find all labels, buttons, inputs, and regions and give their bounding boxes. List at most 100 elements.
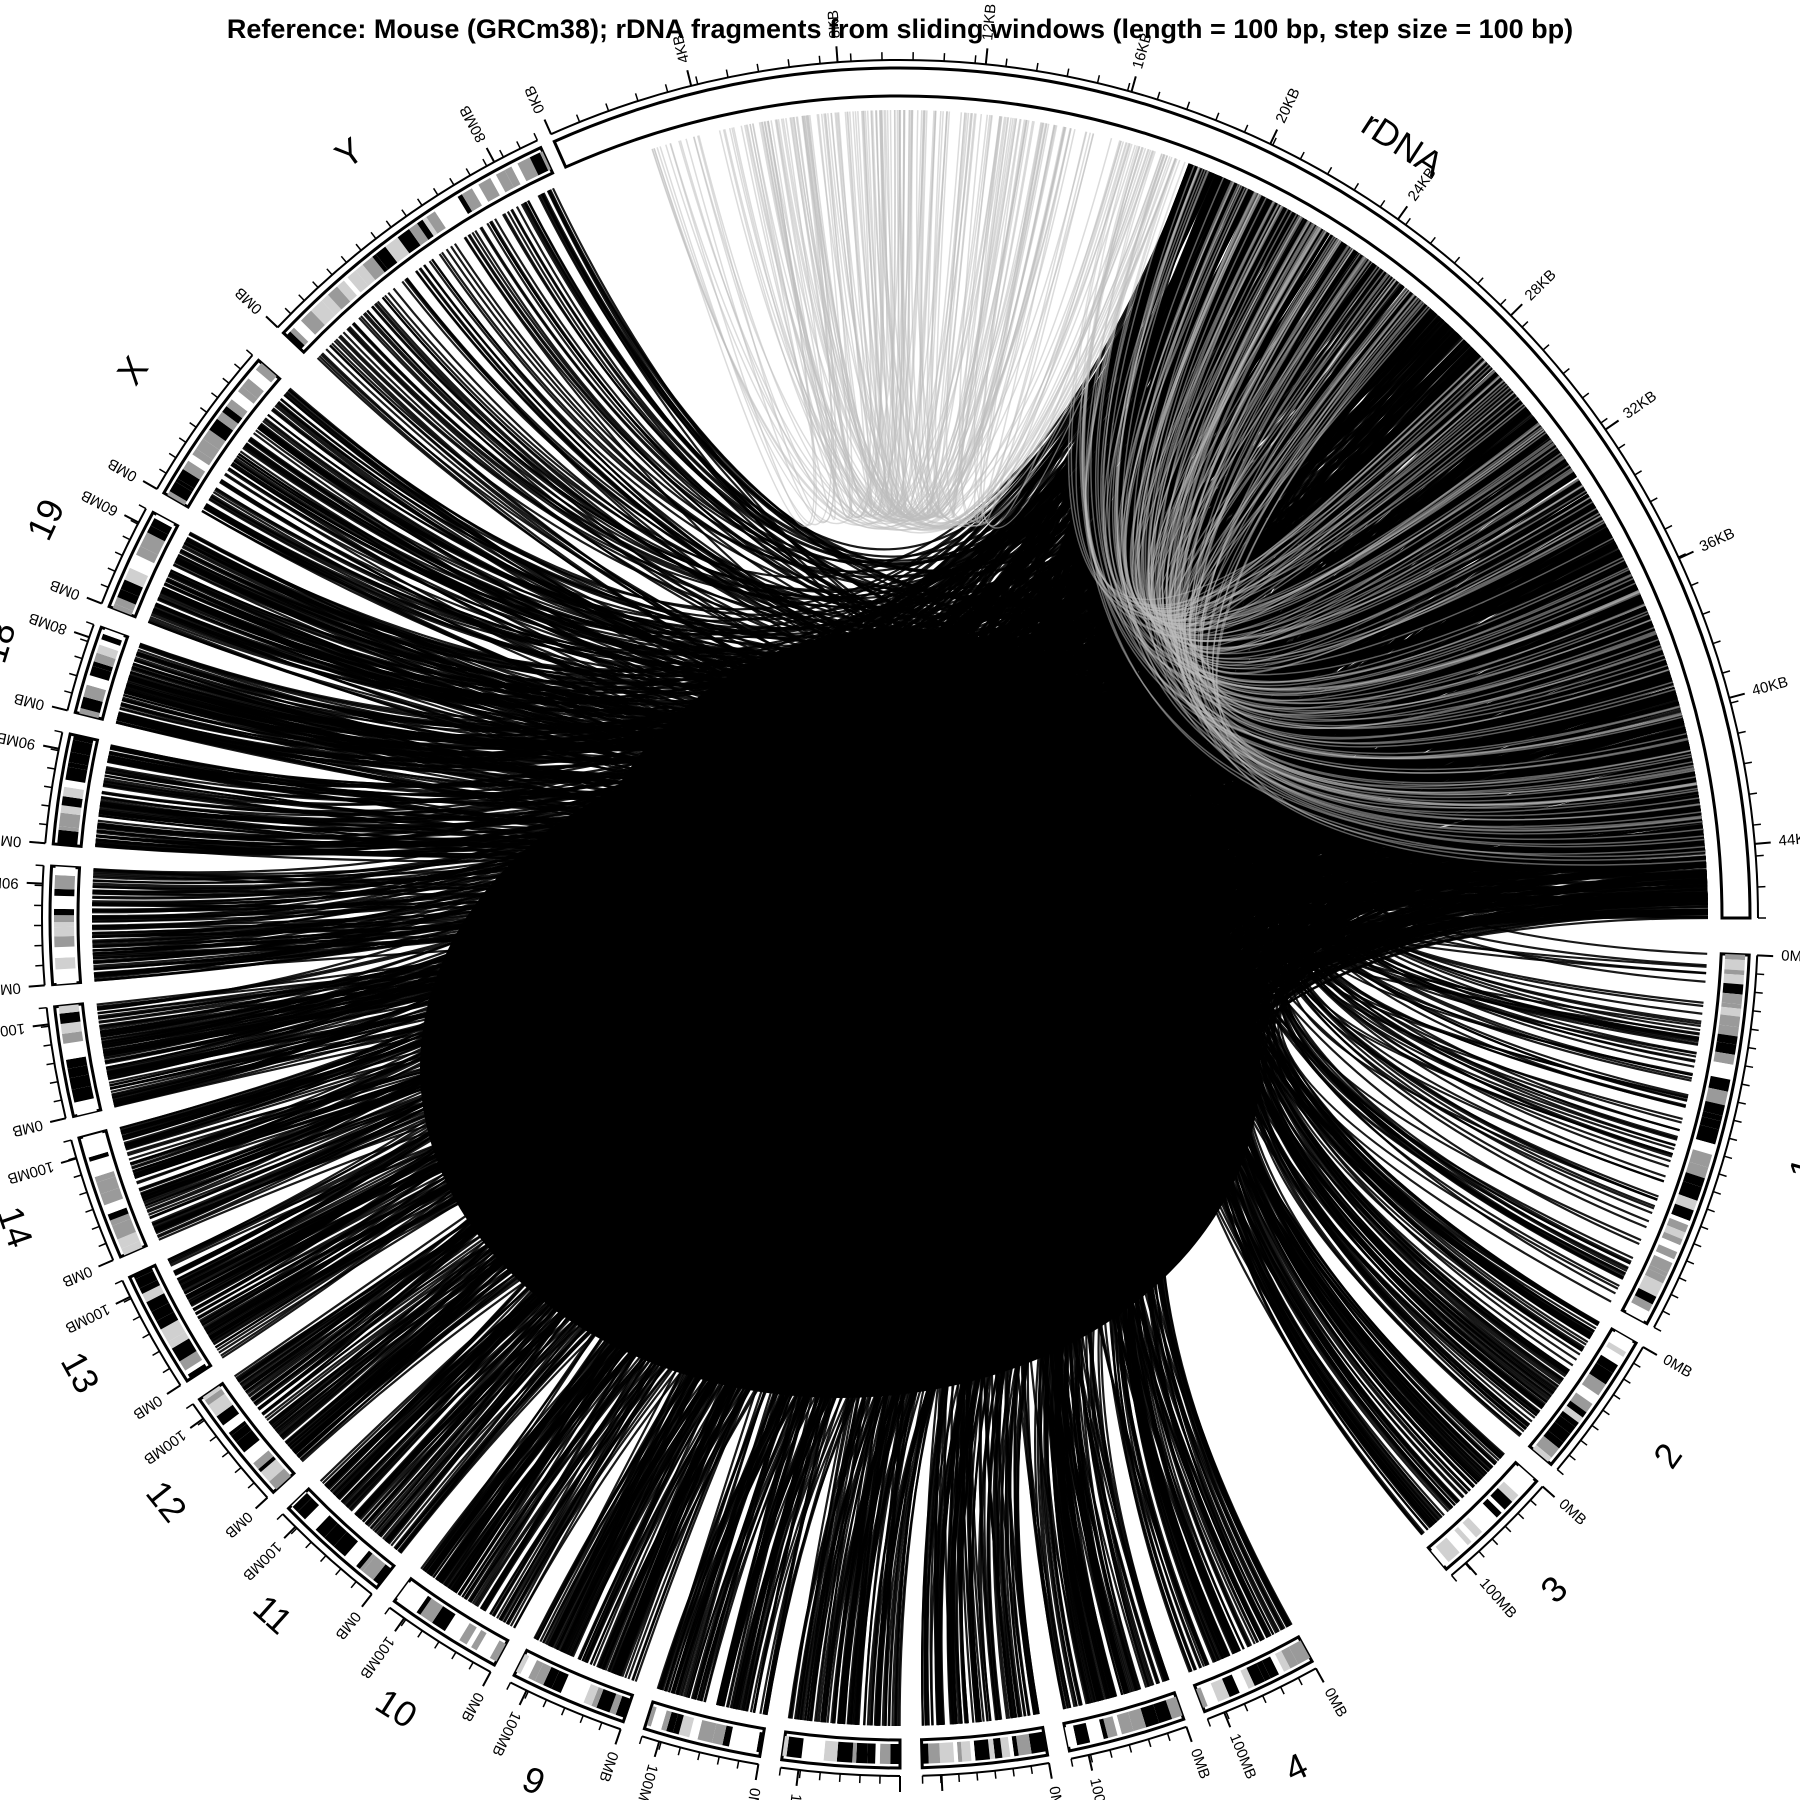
tick-label: 0MB — [0, 979, 21, 998]
cytoband — [1200, 1683, 1219, 1707]
tick-mark — [482, 158, 488, 167]
cytoband — [408, 1590, 428, 1613]
tick-mark — [1491, 1538, 1499, 1546]
link-rdna-internal — [1105, 170, 1518, 612]
tick-mark — [142, 1333, 150, 1339]
tick-mark — [312, 281, 319, 289]
tick-mark — [1737, 1101, 1746, 1105]
link-rdna-internal — [1166, 220, 1675, 745]
tick-mark — [716, 1756, 720, 1765]
tick-mark — [1700, 1225, 1709, 1231]
cytoband — [476, 1633, 500, 1658]
tick-label: 100MB — [631, 1762, 661, 1800]
link-rdna-internal — [796, 110, 882, 517]
tick-label: 0MB — [1045, 1785, 1067, 1800]
link-rdna-internal — [830, 112, 1016, 518]
tick-mark — [1562, 367, 1570, 375]
cytoband — [1683, 1172, 1705, 1188]
tick-mark — [1633, 1362, 1641, 1368]
tick-mark — [73, 1174, 82, 1179]
link-rdna-internal — [1150, 201, 1665, 727]
cytoband — [459, 1623, 477, 1645]
cytoband — [67, 761, 89, 771]
link-rdna-internal — [1158, 215, 1634, 690]
tick-mark — [994, 1770, 997, 1779]
tick-axis — [121, 1280, 182, 1386]
cytoband — [1028, 1731, 1047, 1754]
link-rdna-internal — [1141, 188, 1704, 846]
cytoband — [420, 1598, 444, 1623]
tick-mark — [53, 1099, 62, 1103]
cytoband — [801, 1738, 819, 1760]
cytoband — [1692, 1139, 1716, 1155]
cytoband — [71, 1085, 94, 1103]
cytoband — [54, 936, 75, 948]
tick-label: 0MB — [130, 1392, 165, 1423]
tick-mark — [340, 255, 348, 263]
cytoband — [355, 264, 376, 286]
tick-mark — [1678, 553, 1686, 558]
tick-mark — [1529, 1499, 1537, 1506]
cytoband — [1570, 1392, 1593, 1413]
cytoband — [490, 174, 506, 196]
tick-mark — [91, 1225, 100, 1231]
tick-mark-major — [60, 1157, 77, 1164]
tick-mark — [598, 1722, 603, 1731]
tick-axis — [922, 1761, 1050, 1777]
tick-mark — [1653, 1326, 1662, 1332]
cytoband — [187, 1363, 208, 1379]
cytoband — [337, 280, 358, 302]
cytoband — [396, 1581, 412, 1600]
tick-mark — [209, 1435, 217, 1442]
cytoband — [1446, 1530, 1468, 1553]
tick-mark — [1299, 151, 1305, 160]
tick-mark — [130, 519, 139, 525]
cytoband — [88, 1151, 110, 1162]
cytoband — [399, 1583, 421, 1607]
cytoband — [255, 362, 277, 383]
cytoband — [347, 270, 369, 293]
cytoband — [61, 796, 83, 808]
tick-mark — [168, 452, 177, 459]
cytoband — [373, 1564, 392, 1585]
tick-mark — [64, 690, 73, 694]
cytoband — [495, 170, 514, 193]
cytoband — [92, 661, 113, 672]
tick-mark — [1066, 68, 1070, 77]
tick-label: 0MB — [457, 1689, 487, 1724]
cytoband — [324, 1523, 348, 1547]
tick-mark-major — [614, 1728, 622, 1745]
tick-mark — [1693, 1243, 1702, 1248]
tick-mark-major — [984, 48, 989, 65]
tick-mark-major — [361, 1593, 373, 1608]
link-rdna-internal — [1161, 226, 1604, 667]
tick-mark-major — [394, 1617, 406, 1632]
tick-mark-major — [754, 1764, 760, 1781]
tick-axis — [1070, 1725, 1187, 1760]
cytoband — [385, 237, 410, 263]
tick-label: 100MB — [62, 1300, 112, 1336]
tick-mark-major — [1678, 550, 1694, 560]
tick-mark — [298, 294, 305, 302]
link-rdna-internal — [1170, 221, 1700, 817]
cytoband — [167, 491, 187, 505]
tick-label: 28KB — [1522, 266, 1560, 304]
cytoband — [121, 1240, 143, 1256]
cytoband — [890, 1743, 900, 1764]
segment-19: 0MB 60MB — [47, 486, 180, 619]
chromosome-label-9: 9 — [517, 1758, 551, 1800]
tick-mark — [1089, 1754, 1094, 1763]
tick-mark-major — [142, 480, 158, 490]
link-rdna-internal — [1106, 161, 1663, 721]
segment-8: 0MB 100MB — [631, 1700, 767, 1800]
cytoband — [1015, 1733, 1032, 1756]
cytoband — [1011, 1735, 1019, 1757]
tick-mark-major — [1185, 1726, 1193, 1743]
chromosome-label-5: 5 — [1135, 1799, 1165, 1800]
tick-mark — [976, 1772, 979, 1781]
tick-mark-major — [86, 596, 103, 605]
tick-mark — [1096, 75, 1101, 84]
tick-mark — [1718, 1173, 1727, 1178]
cytoband — [362, 1556, 386, 1580]
